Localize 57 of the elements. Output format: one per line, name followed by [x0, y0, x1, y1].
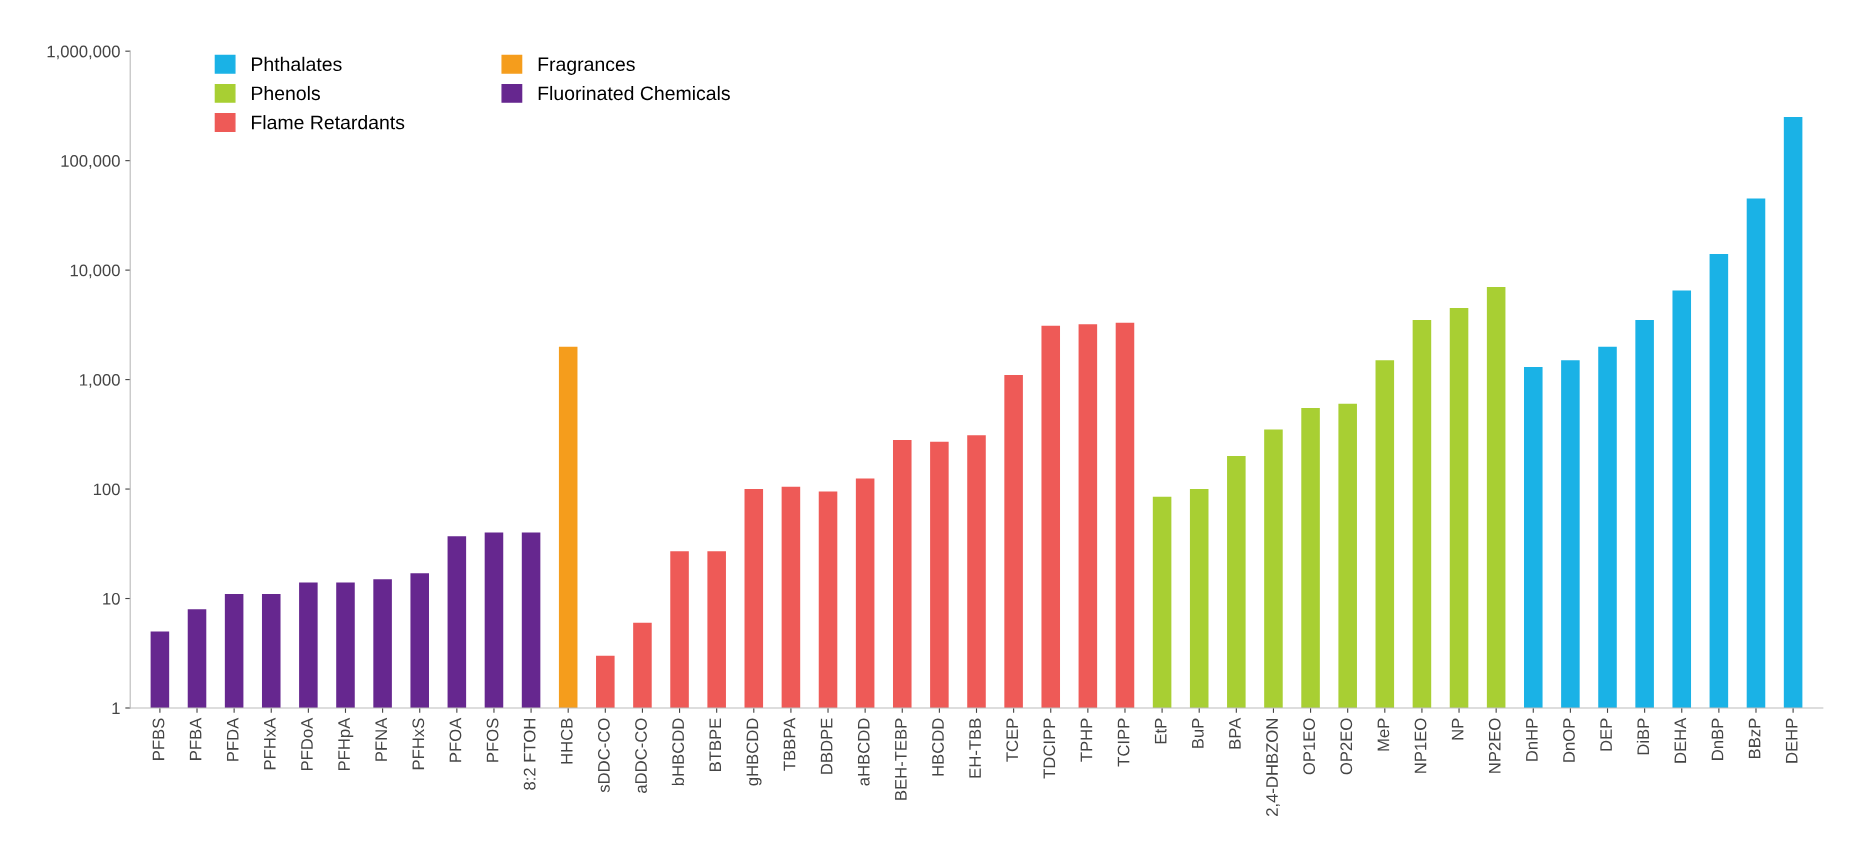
x-tick-label: TDCIPP — [1043, 718, 1056, 779]
x-tick-label: PFBA — [189, 717, 202, 760]
x-tick-label: TBBPA — [783, 717, 796, 771]
x-tick-label: MeP — [1377, 718, 1390, 751]
x-tick-label: HBCDD — [932, 718, 944, 776]
x-tick-label: TCEP — [1006, 718, 1019, 762]
x-tick-label: aDDC-CO — [635, 718, 647, 793]
x-tick-label: PFDA — [226, 717, 239, 761]
y-tick-label: 100,000 — [61, 155, 120, 169]
x-tick-label: DnOP — [1563, 718, 1575, 762]
x-tick-label: BTBPE — [709, 718, 721, 771]
x-tick-label: NP2EO — [1488, 718, 1501, 773]
x-tick-label: OP2EO — [1340, 718, 1353, 775]
x-tick-label: PFOS — [486, 718, 499, 762]
x-tick-label: DiBP — [1636, 718, 1649, 755]
x-tick-label: PFHxS — [412, 718, 425, 770]
y-tick-label: 100 — [93, 483, 120, 496]
x-tick-label: NP1EO — [1414, 718, 1427, 773]
x-tick-label: PFOA — [449, 717, 462, 762]
x-tick-label: DEHP — [1785, 718, 1798, 763]
x-tick-label: EH-TBB — [969, 718, 981, 778]
x-tick-label: BEH-TEBP — [895, 718, 907, 800]
legend-label: Phenols — [252, 85, 320, 101]
legend-label: Fluorinated Chemicals — [538, 85, 730, 101]
x-tick-label: TPHP — [1080, 718, 1093, 762]
x-tick-label: gHBCDD — [746, 718, 762, 786]
x-tick-label: DBDPE — [820, 718, 833, 774]
legend-label: Fragrances — [538, 57, 635, 75]
x-tick-label: TCIPP — [1117, 718, 1130, 767]
x-tick-label: aHBCDD — [857, 718, 870, 786]
x-tick-label: BuP — [1192, 718, 1204, 748]
x-tick-label: 8:2 FTOH — [523, 719, 536, 790]
x-tick-label: DEP — [1600, 718, 1612, 751]
y-tick-label: 1,000,000 — [47, 45, 120, 60]
y-tick-label: 10,000 — [70, 264, 120, 279]
x-tick-label: bHBCDD — [671, 718, 685, 786]
x-tick-label: DEHA — [1674, 717, 1687, 763]
legend-label: Phthalates — [252, 56, 342, 72]
x-tick-label: DnHP — [1526, 718, 1538, 761]
x-tick-label: NP — [1451, 718, 1464, 740]
x-tick-label: PFNA — [375, 717, 387, 761]
x-tick-label: 2,4-DHBZON — [1266, 719, 1280, 816]
x-tick-label: HHCB — [560, 718, 573, 764]
x-tick-label: DnBP — [1711, 718, 1724, 760]
x-tick-label: sDDC-CO — [597, 718, 610, 793]
x-tick-label: PFDoA — [301, 717, 313, 771]
x-tick-label: BBzP — [1748, 718, 1761, 759]
y-tick-label: 1,000 — [80, 373, 120, 388]
x-tick-label: PFBS — [152, 718, 165, 760]
x-tick-label: EtP — [1154, 718, 1167, 744]
legend-label: Flame Retardants — [252, 115, 405, 130]
x-tick-label: OP1EO — [1303, 718, 1316, 775]
y-tick-label: 1 — [112, 702, 120, 715]
x-tick-label: PFHpA — [338, 717, 354, 771]
x-tick-label: PFHxA — [264, 717, 276, 770]
y-tick-label: 10 — [103, 592, 120, 605]
x-tick-label: BPA — [1229, 717, 1241, 749]
